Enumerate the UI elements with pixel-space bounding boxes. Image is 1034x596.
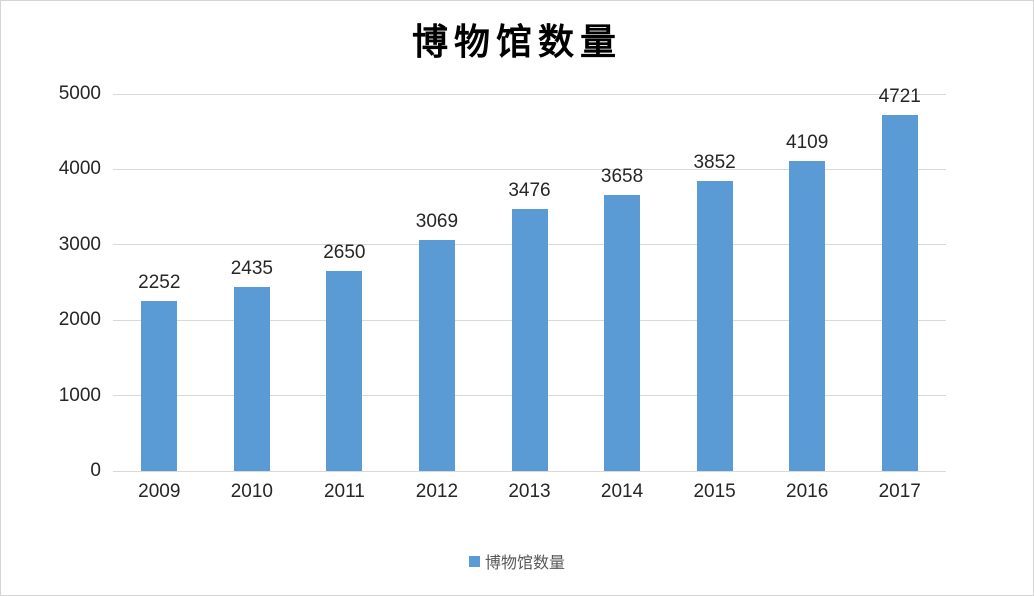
bar-value-label: 2252 xyxy=(138,272,181,294)
y-tick-label: 1000 xyxy=(58,384,101,406)
bar-2011 xyxy=(326,271,363,471)
bar-2015 xyxy=(696,180,733,471)
y-axis-labels: 0 1000 2000 3000 4000 5000 xyxy=(23,83,101,481)
x-tick-label: 2014 xyxy=(600,481,644,502)
bar-value-label: 3069 xyxy=(415,210,459,232)
x-tick-label: 2009 xyxy=(138,481,181,502)
x-axis-line xyxy=(113,470,946,472)
bar-2010 xyxy=(233,287,270,471)
x-tick-label: 2011 xyxy=(323,481,365,502)
bar-2016 xyxy=(789,161,826,471)
y-tick-label: 3000 xyxy=(58,233,101,255)
gridline xyxy=(113,168,946,170)
bar-value-label: 4721 xyxy=(878,86,921,108)
legend-marker-square-icon xyxy=(468,555,480,567)
x-tick-label: 2017 xyxy=(878,481,921,502)
y-tick-label: 5000 xyxy=(58,83,101,104)
bar-2013 xyxy=(511,208,548,471)
y-tick-label: 4000 xyxy=(58,158,101,180)
y-tick-label: 2000 xyxy=(58,309,101,331)
bar-value-label: 3476 xyxy=(508,179,551,201)
x-tick-label: 2015 xyxy=(693,481,736,502)
bar-value-label: 2435 xyxy=(230,258,273,280)
chart-title: 博物馆数量 xyxy=(411,21,622,63)
bar-2014 xyxy=(604,195,641,471)
plot-area: 2252 2009 2435 2010 2650 2011 3069 2012 3476 2013… xyxy=(113,86,946,502)
bar-2017 xyxy=(881,115,918,471)
x-tick-label: 2010 xyxy=(230,481,273,502)
bar-value-label: 4109 xyxy=(786,132,829,154)
gridline xyxy=(113,93,946,95)
legend: 博物馆数量 xyxy=(1,549,1033,573)
x-tick-label: 2012 xyxy=(415,481,459,502)
x-tick-label: 2013 xyxy=(508,481,551,502)
bar-value-label: 2650 xyxy=(323,242,366,264)
bar-2009 xyxy=(141,301,178,471)
bar-value-label: 3658 xyxy=(600,166,644,188)
bar-value-label: 3852 xyxy=(693,151,736,173)
bar-2012 xyxy=(418,239,455,471)
x-tick-label: 2016 xyxy=(786,481,829,502)
legend-series-label: 博物馆数量 xyxy=(484,555,565,572)
y-tick-label: 0 xyxy=(90,460,101,481)
